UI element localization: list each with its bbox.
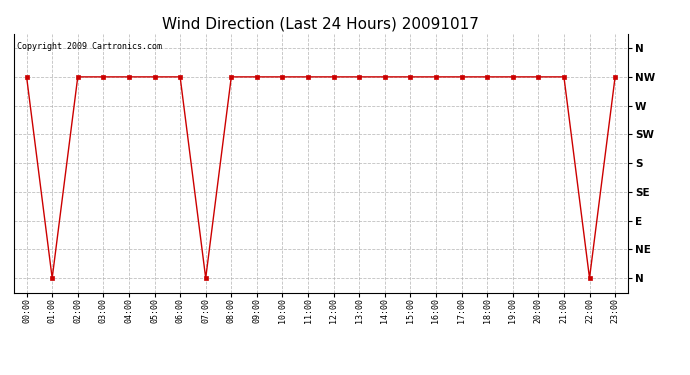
Text: Copyright 2009 Cartronics.com: Copyright 2009 Cartronics.com — [17, 42, 162, 51]
Title: Wind Direction (Last 24 Hours) 20091017: Wind Direction (Last 24 Hours) 20091017 — [162, 16, 480, 31]
